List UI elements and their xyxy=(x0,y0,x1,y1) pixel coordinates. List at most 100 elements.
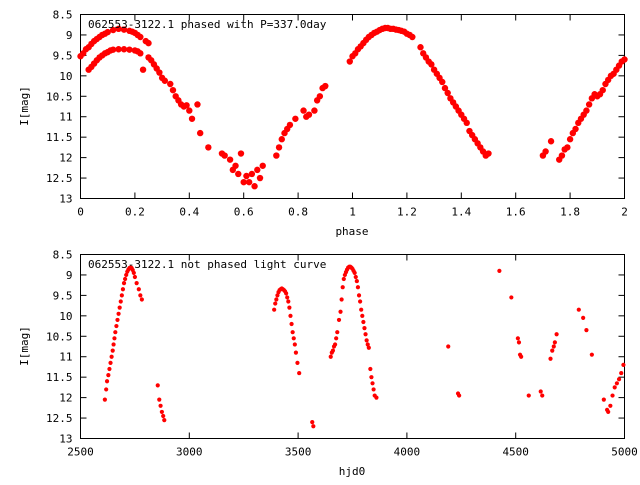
data-point xyxy=(115,25,122,33)
data-point xyxy=(341,276,346,282)
x-tick-label: 3000 xyxy=(176,446,203,459)
data-point xyxy=(120,287,126,292)
data-point xyxy=(109,26,117,34)
data-point xyxy=(121,281,127,286)
data-point xyxy=(102,397,107,402)
data-point xyxy=(361,319,366,325)
y-tick-label: 13 xyxy=(59,433,72,446)
data-point xyxy=(123,276,128,282)
y-tick-label: 12.5 xyxy=(46,412,73,425)
data-point xyxy=(363,332,368,337)
data-point xyxy=(614,381,619,386)
data-point xyxy=(286,299,291,304)
data-point xyxy=(124,272,129,278)
data-point xyxy=(285,295,290,300)
data-point xyxy=(601,397,606,402)
data-point xyxy=(194,101,201,108)
data-point xyxy=(355,285,361,290)
data-point xyxy=(409,33,416,41)
data-point xyxy=(106,373,111,378)
data-point xyxy=(457,393,462,398)
data-point xyxy=(616,377,622,382)
chart-title: 062553-3122.1 not phased light curve xyxy=(88,258,326,271)
data-point xyxy=(205,144,212,151)
data-point xyxy=(104,379,110,384)
data-point xyxy=(439,78,446,86)
data-point xyxy=(226,156,234,163)
data-point xyxy=(322,82,329,90)
data-point xyxy=(552,340,557,345)
data-point xyxy=(339,297,344,302)
data-point xyxy=(115,317,120,323)
data-point xyxy=(311,424,316,429)
y-tick-label: 8.5 xyxy=(53,9,73,22)
x-tick-label: 0.6 xyxy=(234,206,254,219)
data-point xyxy=(292,115,299,122)
y-axis-ticks: 8.5 9 9.5 10 10.5 11 11.5 12 12.5 13 xyxy=(46,9,625,206)
data-point xyxy=(110,348,115,353)
data-point xyxy=(118,299,123,304)
data-point xyxy=(115,46,122,53)
data-point xyxy=(621,56,628,63)
data-point xyxy=(608,403,613,408)
x-tick-label: 0 xyxy=(77,206,84,219)
data-point xyxy=(157,397,162,402)
data-point xyxy=(444,89,451,97)
y-tick-label: 8.5 xyxy=(53,249,73,262)
data-point xyxy=(576,307,581,312)
data-point xyxy=(311,107,318,114)
data-point xyxy=(240,178,247,186)
data-point xyxy=(369,375,374,380)
y-tick-label: 11.5 xyxy=(46,131,73,144)
data-point xyxy=(139,66,147,73)
data-point xyxy=(356,293,362,298)
data-point xyxy=(446,344,451,349)
x-axis-label: phase xyxy=(335,225,368,238)
data-point xyxy=(558,152,566,159)
data-point xyxy=(295,360,300,365)
data-point xyxy=(113,330,118,335)
data-point xyxy=(328,354,333,359)
data-point xyxy=(155,383,160,388)
data-point xyxy=(186,107,193,114)
data-point xyxy=(540,393,545,398)
y-axis-label: I[mag] xyxy=(18,326,31,366)
data-point xyxy=(120,46,128,53)
x-axis-ticks: 2500 3000 3500 4000 4500 5000 xyxy=(67,254,638,459)
data-point xyxy=(109,354,114,359)
data-point xyxy=(360,313,365,318)
plot-frame xyxy=(80,254,625,439)
data-point xyxy=(137,33,144,41)
data-point xyxy=(441,84,449,92)
y-tick-label: 9.5 xyxy=(53,49,73,62)
data-point xyxy=(287,305,292,310)
data-point xyxy=(551,344,556,349)
data-point xyxy=(526,393,531,398)
data-point xyxy=(310,420,315,425)
data-point xyxy=(114,323,119,329)
x-tick-label: 0.8 xyxy=(288,206,308,219)
plot-frame xyxy=(80,14,625,199)
data-point xyxy=(365,342,370,347)
unphased-light-curve-panel: 8.5 9 9.5 10 10.5 11 11.5 12 12.5 13 2500 3000 3500… xyxy=(18,249,638,479)
data-point xyxy=(335,330,340,335)
data-point xyxy=(370,381,375,386)
data-point xyxy=(336,317,342,323)
data-point xyxy=(417,44,424,51)
y-tick-label: 10.5 xyxy=(46,90,73,103)
data-point xyxy=(316,93,324,100)
x-tick-label: 2 xyxy=(621,206,628,219)
data-point xyxy=(293,350,299,355)
y-axis-label: I[mag] xyxy=(18,86,31,126)
data-point xyxy=(232,162,239,169)
data-point xyxy=(132,274,137,280)
data-point xyxy=(117,305,122,310)
data-point xyxy=(538,389,543,394)
data-points xyxy=(102,264,626,429)
data-point xyxy=(254,166,261,174)
y-tick-label: 13 xyxy=(59,193,72,206)
y-axis-ticks: 8.5 9 9.5 10 10.5 11 11.5 12 12.5 13 xyxy=(46,249,625,446)
data-point xyxy=(364,338,369,343)
data-point xyxy=(275,144,283,151)
